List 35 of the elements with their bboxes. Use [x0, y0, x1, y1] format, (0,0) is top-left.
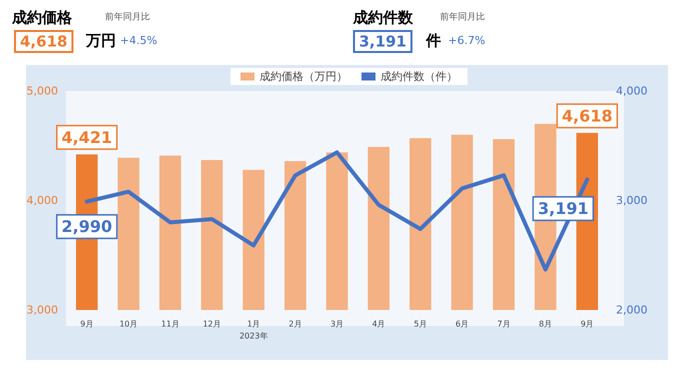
y-tick-label: 5,000 — [26, 84, 58, 98]
x-tick-label: 4月 — [372, 320, 386, 328]
text: 成約件数 — [352, 8, 414, 26]
x-tick-label: 8月 — [538, 320, 552, 328]
x-tick-label: 2月 — [288, 320, 302, 328]
x-tick-label: 9月 — [580, 320, 594, 328]
x-tick-label: 10月 — [119, 320, 138, 328]
y-tick-label: 4,000 — [26, 194, 58, 207]
x-tick-label: 5月 — [414, 320, 427, 328]
x-tick-label: 9月 — [80, 320, 94, 328]
x-tick-label: 6月 — [456, 320, 469, 328]
text: 前年同月比 — [105, 12, 150, 22]
data-label: 2,990 — [62, 217, 112, 236]
y2-tick-label: 3,000 — [616, 194, 648, 207]
text: +6.7% — [448, 34, 486, 47]
data-label: 4,618 — [562, 106, 612, 126]
data-label: 4,421 — [62, 128, 112, 147]
text: 3,191 — [359, 32, 406, 50]
x-tick-label: 7月 — [497, 320, 510, 328]
y2-tick-label: 4,000 — [616, 84, 648, 98]
text: 前年同月比 — [440, 12, 485, 22]
text: 4,618 — [20, 32, 68, 50]
text: 万円 — [85, 32, 116, 50]
x-tick-label: 12月 — [202, 320, 222, 328]
x-tick-label: 3月 — [330, 320, 344, 328]
x-tick-label: 1月 2023年 — [239, 320, 268, 340]
text: 件 — [425, 32, 441, 50]
text: 成約価格 — [11, 8, 73, 26]
legend-label: 成約価格（万円） — [260, 70, 348, 83]
data-label: 3,191 — [538, 199, 588, 218]
y2-tick-label: 2,000 — [616, 304, 648, 316]
x-tick-label: 11月 — [161, 320, 180, 328]
legend-label: 成約件数（件） — [380, 70, 458, 83]
y-tick-label: 3,000 — [26, 304, 58, 316]
text: +4.5% — [120, 34, 158, 47]
